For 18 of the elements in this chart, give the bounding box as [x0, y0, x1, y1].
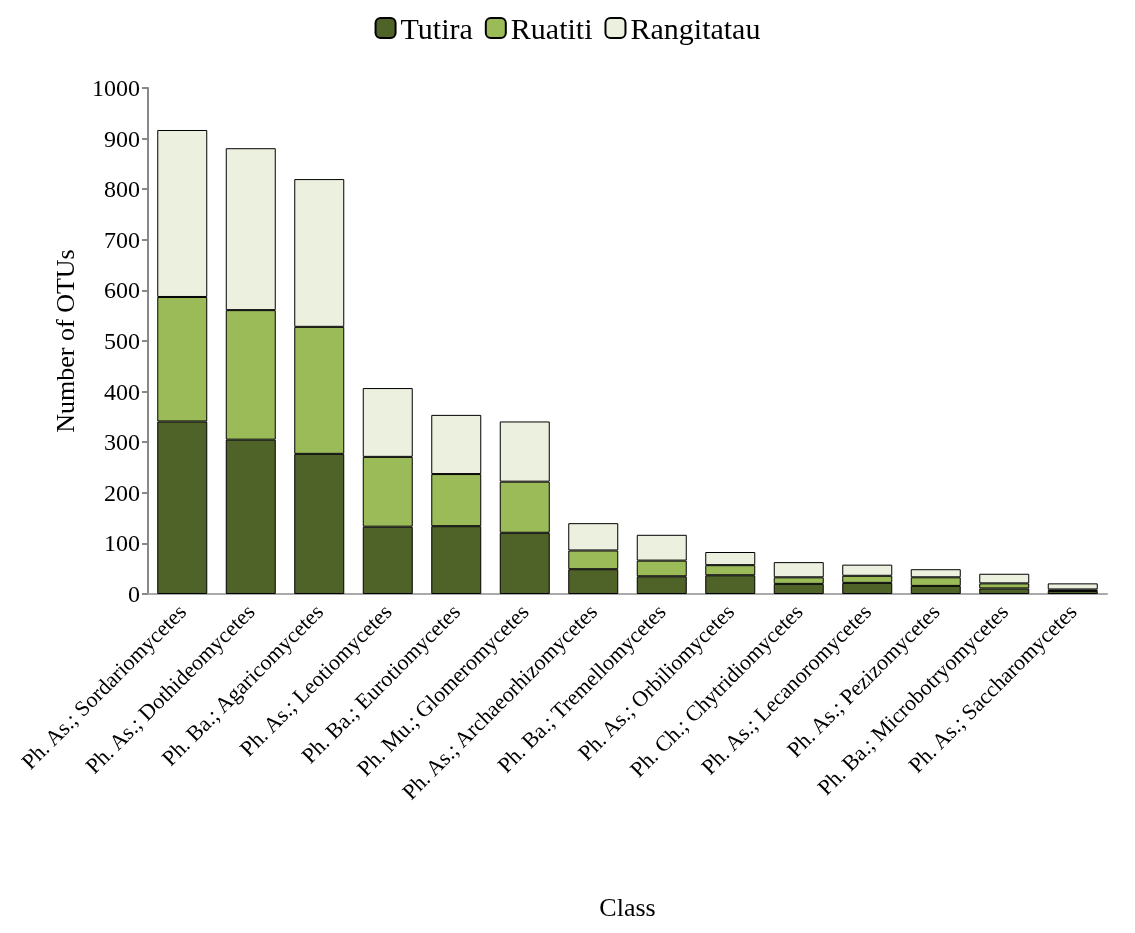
bar [979, 588, 1030, 594]
y-tick-label: 600 [104, 277, 140, 304]
y-tick-label: 100 [104, 530, 140, 557]
y-tick-label: 0 [128, 581, 140, 607]
legend-label: Tutira [400, 11, 473, 45]
y-tick-label: 500 [104, 328, 140, 354]
bar [1047, 583, 1098, 590]
y-axis-title: Number of OTUs [50, 249, 80, 433]
legend-label: Rangitatau [630, 11, 761, 45]
y-tick-label: 800 [104, 176, 140, 203]
x-axis-title: Class [599, 892, 656, 922]
y-tick-label: 300 [104, 429, 140, 456]
legend-label: Ruatiti [510, 11, 593, 45]
y-tick-label: 700 [104, 226, 140, 253]
y-tick-label: 900 [104, 125, 140, 152]
y-tick-label: 1000 [92, 75, 140, 101]
y-tick-label: 200 [104, 479, 140, 506]
y-tick-label: 400 [104, 378, 140, 405]
